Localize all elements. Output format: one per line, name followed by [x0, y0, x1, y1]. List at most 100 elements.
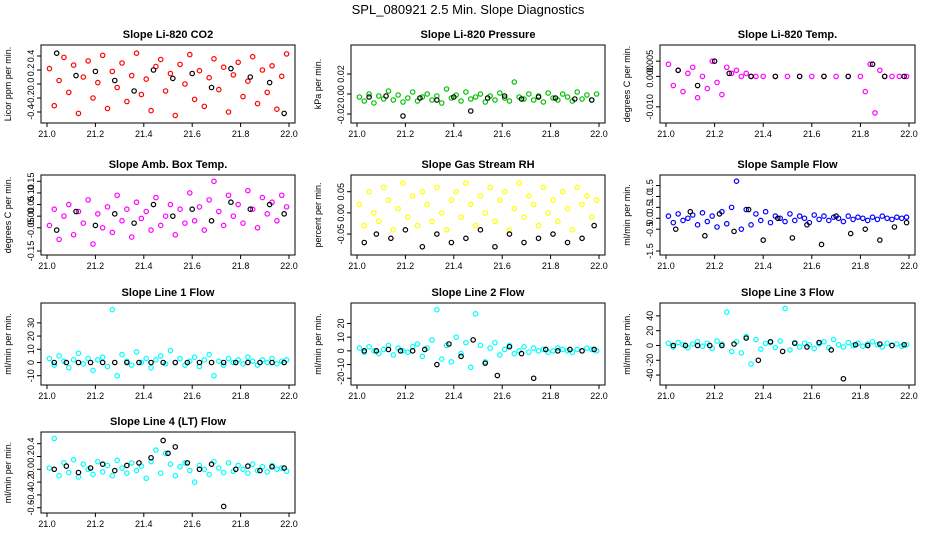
data-point [889, 73, 895, 80]
y-tick-label: 0 [336, 348, 346, 353]
x-tick-label: 21.4 [754, 391, 772, 401]
data-point [278, 73, 285, 80]
data-point [728, 348, 735, 355]
x-tick-label: 22.0 [280, 129, 298, 139]
data-point [723, 220, 730, 227]
data-point [521, 214, 527, 220]
data-point [593, 91, 600, 97]
x-tick-label: 21.8 [852, 391, 870, 401]
data-point [791, 340, 798, 347]
data-point [259, 194, 266, 201]
x-tick-label: 22.0 [900, 129, 918, 139]
x-tick-label: 21.6 [803, 129, 821, 139]
data-point [869, 338, 876, 345]
data-point [157, 353, 164, 359]
data-point [840, 375, 847, 382]
data-point [61, 213, 67, 219]
data-point [738, 73, 745, 80]
data-point [109, 472, 116, 479]
x-tick-label: 21.4 [135, 261, 153, 271]
data-point [259, 67, 266, 73]
data-point [85, 355, 91, 362]
data-point [855, 214, 861, 220]
data-point [477, 227, 484, 233]
data-point [281, 211, 287, 217]
data-point [496, 90, 503, 96]
data-point [206, 471, 212, 478]
data-point [153, 194, 159, 201]
data-point [896, 73, 903, 80]
data-point [361, 348, 368, 354]
data-point [371, 210, 377, 216]
y-tick-label: -0.4 [26, 487, 36, 503]
data-point [753, 336, 759, 343]
data-point [56, 472, 62, 479]
data-point [530, 201, 537, 208]
data-point [196, 466, 203, 473]
data-point [111, 77, 118, 84]
data-point [472, 311, 479, 317]
data-point [99, 469, 106, 475]
data-point [131, 88, 137, 94]
data-point [694, 82, 701, 89]
data-point [136, 460, 142, 466]
data-point [555, 345, 561, 351]
data-point [114, 372, 120, 379]
data-point [201, 357, 208, 363]
data-point [591, 346, 597, 353]
data-point [191, 218, 198, 224]
panel-10: Slope Line 4 (LT) Flow 21.0 21.2 21.4 21.6 21… [3, 416, 298, 529]
data-point [540, 184, 547, 191]
data-point [114, 457, 120, 464]
x-tick-label: 21.8 [232, 261, 250, 271]
data-point [448, 197, 455, 203]
data-point [211, 55, 217, 62]
data-point [405, 95, 411, 101]
data-point [482, 360, 489, 366]
data-point [220, 222, 227, 229]
panel-9: Slope Line 3 Flow 21.0 21.2 21.4 21.6 21.8 22.… [622, 287, 918, 401]
data-point [111, 467, 118, 474]
data-point [680, 341, 686, 348]
data-point [182, 460, 188, 466]
data-point [269, 359, 275, 366]
data-point [216, 208, 222, 215]
data-point [828, 347, 835, 353]
data-point [484, 95, 491, 101]
data-point [591, 222, 597, 229]
data-point [373, 348, 380, 354]
data-point [434, 231, 440, 237]
data-point [266, 201, 273, 208]
data-point [774, 215, 781, 222]
data-point [356, 345, 363, 351]
data-point [114, 84, 120, 91]
y-tick-label: 0.4 [26, 437, 36, 450]
data-point [496, 352, 503, 358]
data-point [63, 463, 70, 469]
data-point [496, 197, 503, 203]
y-tick-label: 0.0 [26, 78, 36, 91]
data-point [881, 73, 888, 80]
data-point [283, 204, 290, 210]
data-point [51, 359, 58, 366]
data-point [51, 102, 58, 109]
x-tick-label: 21.0 [38, 129, 56, 139]
data-point [99, 359, 106, 366]
data-point [240, 220, 246, 226]
data-point [835, 341, 842, 348]
data-point [109, 68, 116, 75]
data-point [220, 359, 227, 366]
x-tick-label: 21.0 [657, 261, 675, 271]
y-tick-label: -0.2 [26, 474, 36, 490]
data-point [80, 220, 87, 226]
data-point [670, 342, 677, 349]
x-tick-label: 21.4 [445, 391, 463, 401]
data-point [375, 93, 382, 99]
data-point [760, 73, 767, 80]
data-point [162, 450, 169, 457]
data-point [177, 206, 183, 212]
data-point [232, 466, 239, 473]
data-point [852, 341, 859, 348]
data-point [133, 467, 140, 474]
